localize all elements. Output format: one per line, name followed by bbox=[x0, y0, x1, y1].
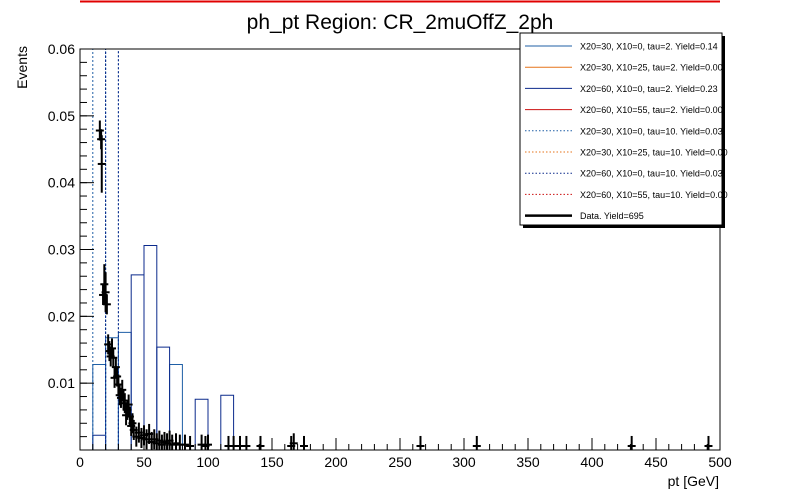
x-tick-label: 200 bbox=[324, 454, 348, 470]
data-point-43 bbox=[172, 433, 180, 450]
data-point-13 bbox=[111, 357, 120, 378]
y-axis-label: Events bbox=[14, 46, 30, 89]
chart-title: ph_pt Region: CR_2muOffZ_2ph bbox=[247, 11, 554, 34]
data-point-57 bbox=[300, 435, 308, 450]
data-point-4 bbox=[100, 264, 109, 305]
x-tick-label: 450 bbox=[644, 454, 668, 470]
y-tick-label: 0.03 bbox=[48, 242, 75, 258]
data-point-46 bbox=[186, 435, 195, 450]
data-point-56 bbox=[289, 433, 298, 450]
x-tick-label: 50 bbox=[136, 454, 152, 470]
data-point-14 bbox=[113, 366, 122, 387]
data-point-19 bbox=[119, 390, 128, 411]
legend-label-0: X20=30, X10=0, tau=2. Yield=0.14 bbox=[580, 42, 718, 52]
legend-label-8: Data. Yield=695 bbox=[580, 211, 644, 221]
y-tick-label: 0.01 bbox=[48, 375, 75, 391]
y-tick-label: 0.04 bbox=[48, 175, 75, 191]
y-tick-label: 0.05 bbox=[48, 108, 75, 124]
legend-label-3: X20=60, X10=55, tau=2. Yield=0.00 bbox=[580, 105, 723, 115]
data-point-0 bbox=[95, 120, 104, 141]
data-point-15 bbox=[114, 374, 123, 395]
x-axis-label: pt [GeV] bbox=[668, 473, 719, 489]
data-point-18 bbox=[118, 379, 127, 400]
data-point-6 bbox=[102, 294, 111, 315]
series-2-bin-8 bbox=[194, 398, 209, 450]
data-point-61 bbox=[704, 435, 713, 450]
data-point-54 bbox=[256, 435, 265, 450]
series-2-bin-5 bbox=[156, 346, 171, 450]
legend-box bbox=[519, 32, 723, 226]
x-tick-label: 100 bbox=[196, 454, 220, 470]
legend: X20=30, X10=0, tau=2. Yield=0.14 X20=30, … bbox=[519, 32, 728, 228]
x-tick-label: 300 bbox=[452, 454, 476, 470]
x-tick-label: 500 bbox=[708, 454, 732, 470]
legend-label-6: X20=60, X10=0, tau=10. Yield=0.03 bbox=[580, 169, 723, 179]
legend-label-2: X20=60, X10=0, tau=2. Yield=0.23 bbox=[580, 84, 718, 94]
series-2-bin-10 bbox=[220, 394, 235, 450]
x-tick-label: 400 bbox=[580, 454, 604, 470]
y-tick-label: 0.02 bbox=[48, 308, 75, 324]
legend-label-7: X20=60, X10=55, tau=10. Yield=0.00 bbox=[580, 190, 728, 200]
series-2-bin-0 bbox=[92, 434, 107, 450]
legend-label-5: X20=30, X10=25, tau=10. Yield=0.00 bbox=[580, 148, 728, 158]
x-tick-label: 0 bbox=[76, 454, 84, 470]
legend-label-4: X20=30, X10=0, tau=10. Yield=0.03 bbox=[580, 126, 723, 136]
legend-label-1: X20=30, X10=25, tau=2. Yield=0.00 bbox=[580, 63, 723, 73]
data-point-21 bbox=[122, 405, 131, 426]
data-points bbox=[95, 120, 713, 450]
x-tick-label: 250 bbox=[388, 454, 412, 470]
x-tick-label: 350 bbox=[516, 454, 540, 470]
axes: 0 50 100 150 200 250 300 350 400 450 500 0.01 0.02 0.… bbox=[48, 41, 732, 470]
data-point-10 bbox=[108, 338, 116, 359]
data-point-5 bbox=[101, 272, 110, 313]
data-point-60 bbox=[627, 435, 636, 450]
data-point-23 bbox=[124, 394, 133, 415]
data-point-58 bbox=[416, 435, 425, 450]
x-tick-label: 150 bbox=[260, 454, 284, 470]
series-6 bbox=[105, 48, 119, 450]
series-6-bin-0 bbox=[105, 48, 119, 450]
y-tick-label: 0.06 bbox=[48, 41, 75, 57]
data-point-2 bbox=[97, 135, 106, 193]
